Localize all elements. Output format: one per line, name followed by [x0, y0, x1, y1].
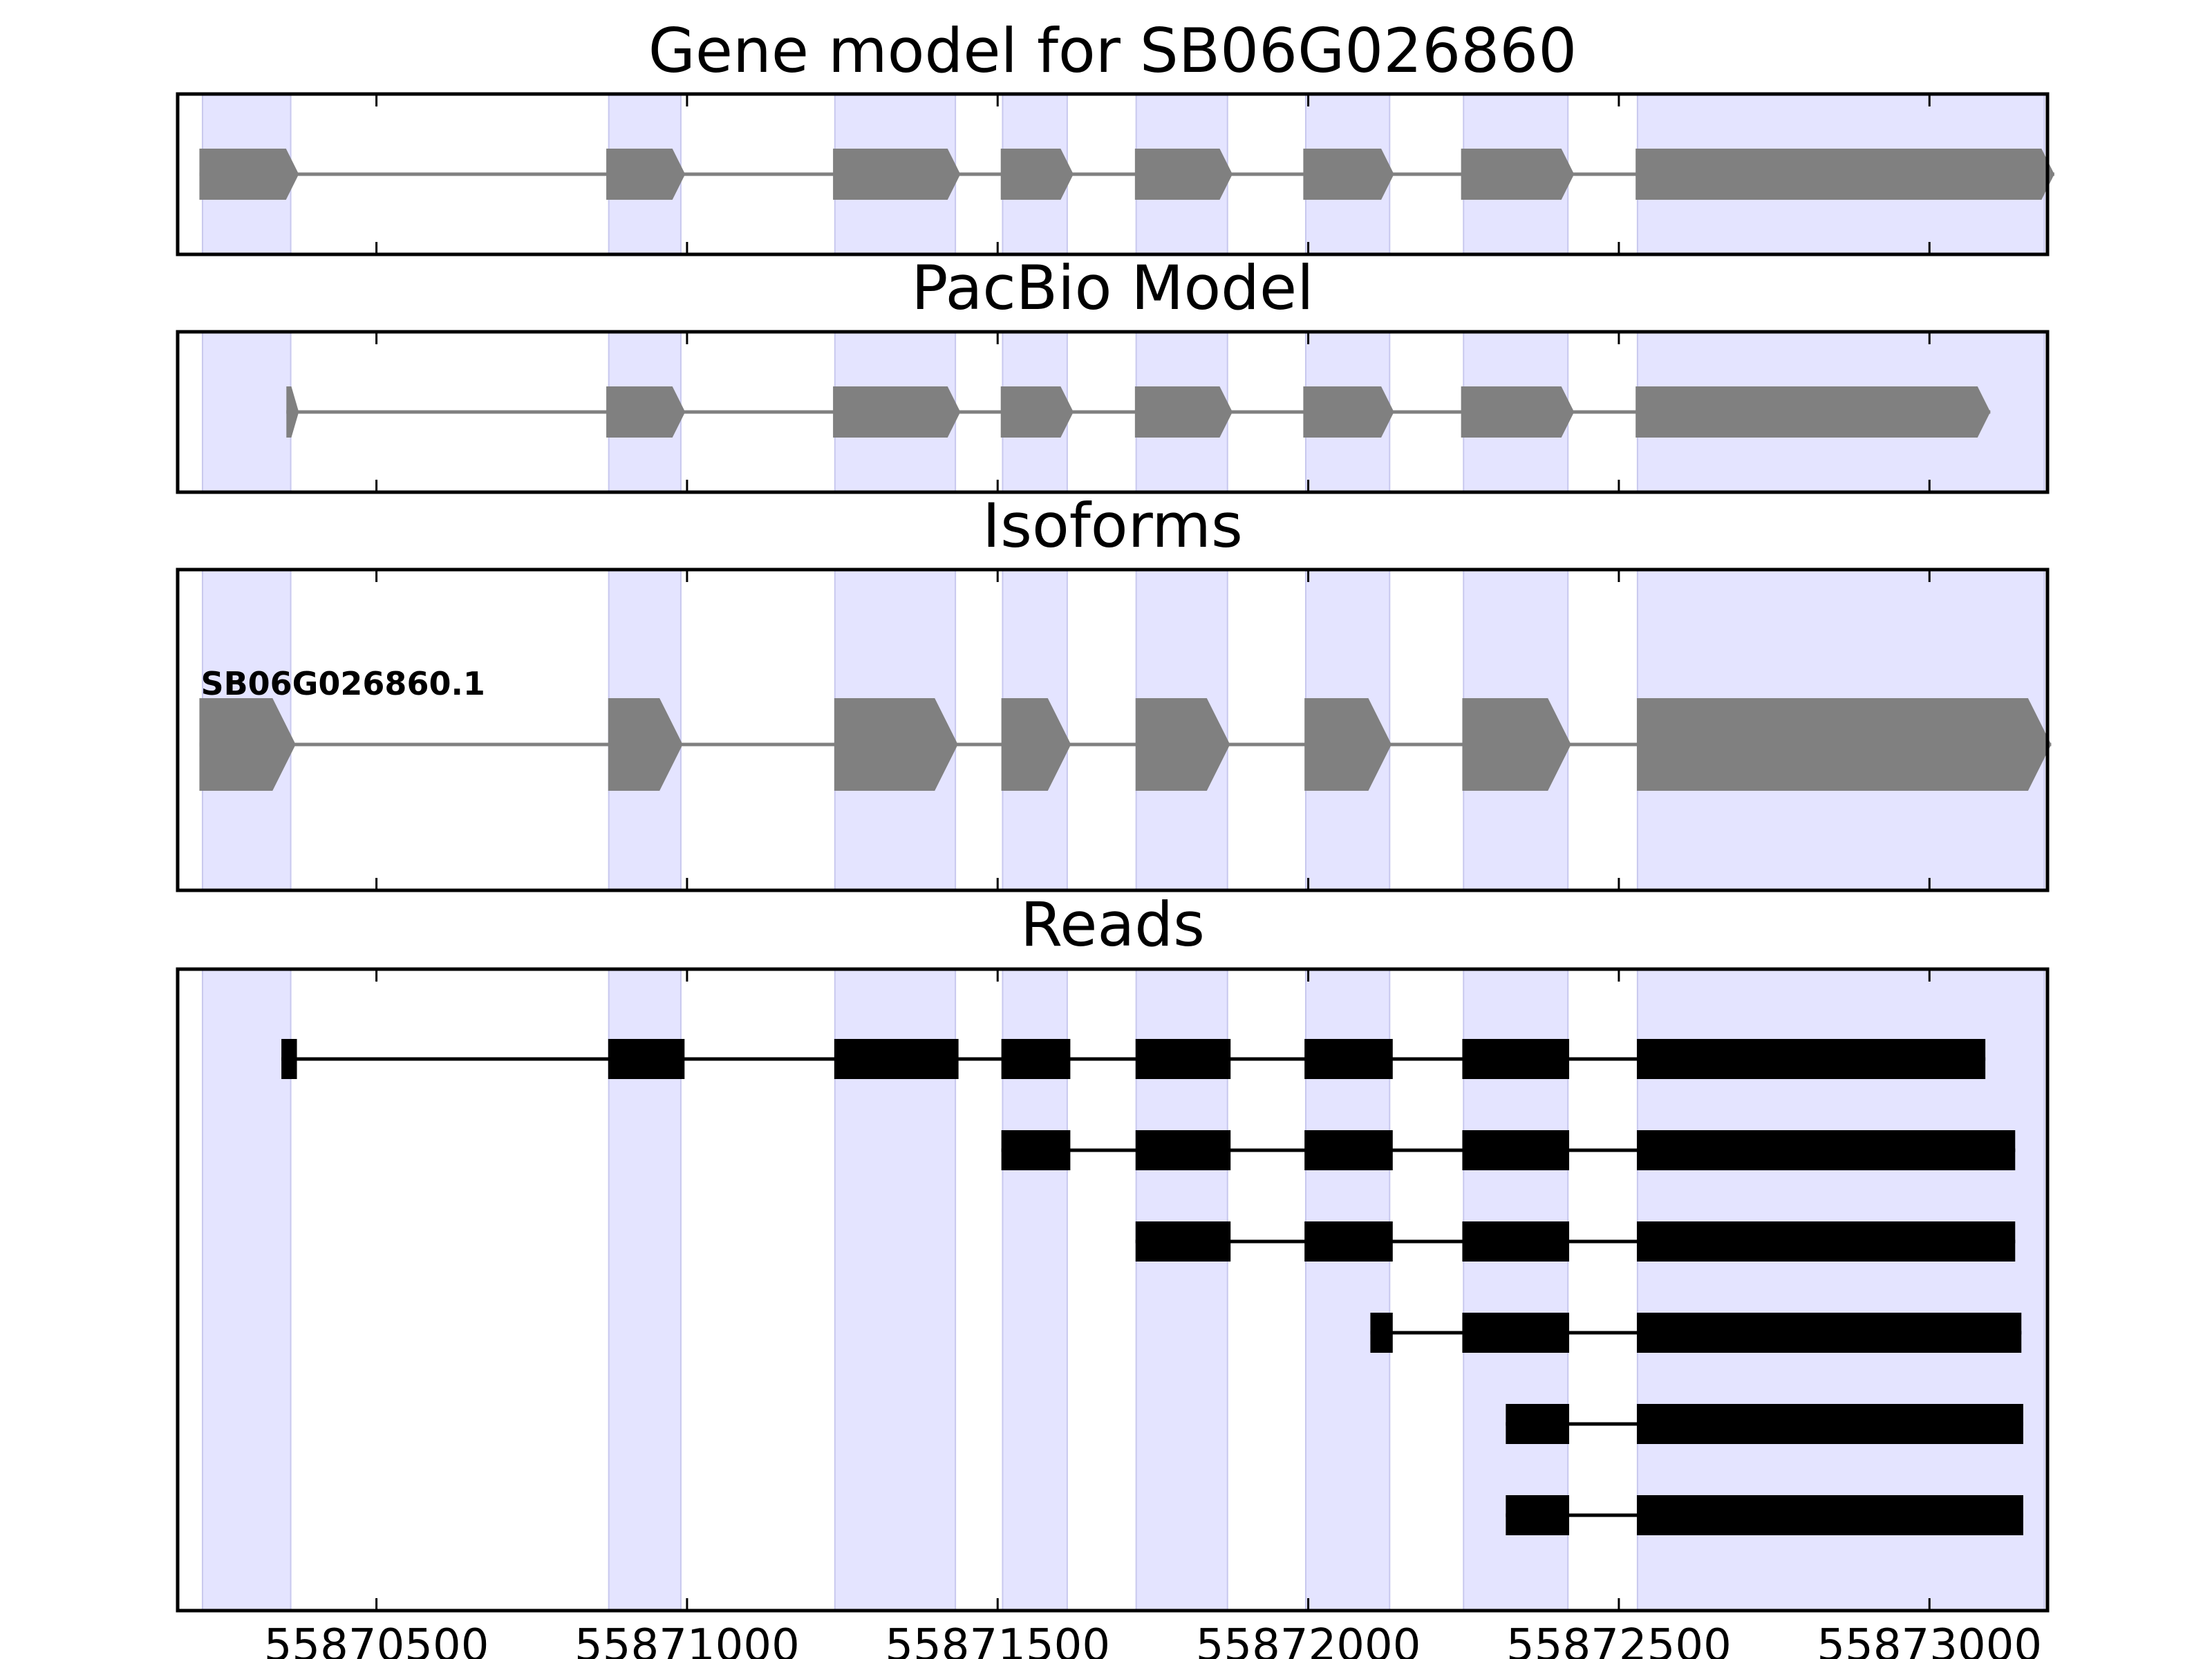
- transcript-track: SB06G026860.1: [199, 665, 2052, 791]
- read-block: [1636, 1039, 1986, 1079]
- read-block: [1462, 1130, 1570, 1170]
- x-tick-label: 55872500: [1506, 1620, 1732, 1659]
- x-tick-label: 55873000: [1817, 1620, 2042, 1659]
- read-block: [1304, 1039, 1393, 1079]
- read-block: [1506, 1404, 1570, 1444]
- transcript-track: [199, 149, 2054, 200]
- read-track: [281, 1039, 1986, 1079]
- read-block: [1462, 1039, 1570, 1079]
- exon-block: [833, 386, 961, 438]
- pacbio-model-title: PacBio Model: [911, 252, 1313, 324]
- read-block: [1462, 1221, 1570, 1262]
- read-track: [1506, 1404, 2023, 1444]
- isoforms-title: Isoforms: [982, 490, 1243, 561]
- exon-block: [1635, 386, 1991, 438]
- axes-frame: [176, 967, 2050, 1613]
- read-block: [1304, 1221, 1393, 1262]
- reads-title: Reads: [1020, 889, 1205, 960]
- read-block: [608, 1039, 685, 1079]
- read-track: [1135, 1221, 2016, 1262]
- gene-model-panel: Gene model for SB06G026860: [176, 15, 2054, 256]
- pacbio-model-panel: PacBio Model: [176, 252, 2050, 494]
- read-block: [1370, 1313, 1393, 1353]
- read-block: [1135, 1039, 1231, 1079]
- exon-block: [1303, 149, 1394, 200]
- exon-block: [1000, 149, 1074, 200]
- exon-block: [1462, 698, 1571, 791]
- read-block: [1304, 1130, 1393, 1170]
- read-block: [1506, 1495, 1570, 1535]
- axes-frame: [176, 568, 2050, 892]
- read-block: [1001, 1130, 1071, 1170]
- exon-block: [1001, 698, 1071, 791]
- read-block: [1636, 1313, 2022, 1353]
- exon-block: [606, 149, 686, 200]
- read-block: [1636, 1221, 2016, 1262]
- read-track: [1506, 1495, 2023, 1535]
- exon-block: [1303, 386, 1394, 438]
- exon-highlight-band: [201, 968, 292, 1611]
- read-track: [1370, 1313, 2022, 1353]
- read-block: [281, 1039, 297, 1079]
- reads-panel: Reads 55870500 55871000 55871500 55872000 558…: [176, 889, 2050, 1659]
- exon-block: [608, 698, 683, 791]
- isoforms-panel: Isoforms SB06G026860.1: [176, 490, 2052, 892]
- exon-block: [286, 386, 299, 438]
- exon-block: [833, 149, 961, 200]
- axes-frame: [176, 330, 2050, 494]
- transcript-track: [286, 386, 1991, 438]
- gene-model-title: Gene model for SB06G026860: [648, 15, 1577, 86]
- exon-block: [1134, 386, 1232, 438]
- exon-block: [199, 698, 296, 791]
- read-block: [1636, 1404, 2023, 1444]
- exon-block: [1135, 698, 1230, 791]
- read-block: [1135, 1221, 1231, 1262]
- axes-frame: [176, 92, 2050, 256]
- exon-highlight-band: [201, 331, 292, 493]
- exon-block: [1134, 149, 1232, 200]
- read-track: [1001, 1130, 2016, 1170]
- isoform-label: SB06G026860.1: [200, 665, 485, 702]
- exon-block: [199, 149, 299, 200]
- exon-block: [1461, 386, 1575, 438]
- read-block: [1636, 1130, 2016, 1170]
- exon-block: [834, 698, 958, 791]
- exon-block: [1461, 149, 1575, 200]
- read-block: [1135, 1130, 1231, 1170]
- x-tick-label: 55871500: [885, 1620, 1110, 1659]
- exon-block: [1000, 386, 1074, 438]
- x-tick-label: 55872000: [1196, 1620, 1421, 1659]
- exon-block: [1304, 698, 1392, 791]
- read-block: [1462, 1313, 1570, 1353]
- read-block: [1636, 1495, 2023, 1535]
- exon-block: [606, 386, 686, 438]
- x-tick-label: 55871000: [574, 1620, 800, 1659]
- x-tick-label: 55870500: [264, 1620, 489, 1659]
- read-block: [1001, 1039, 1071, 1079]
- exon-block: [1635, 149, 2054, 200]
- exon-block: [1636, 698, 2052, 791]
- read-block: [834, 1039, 959, 1079]
